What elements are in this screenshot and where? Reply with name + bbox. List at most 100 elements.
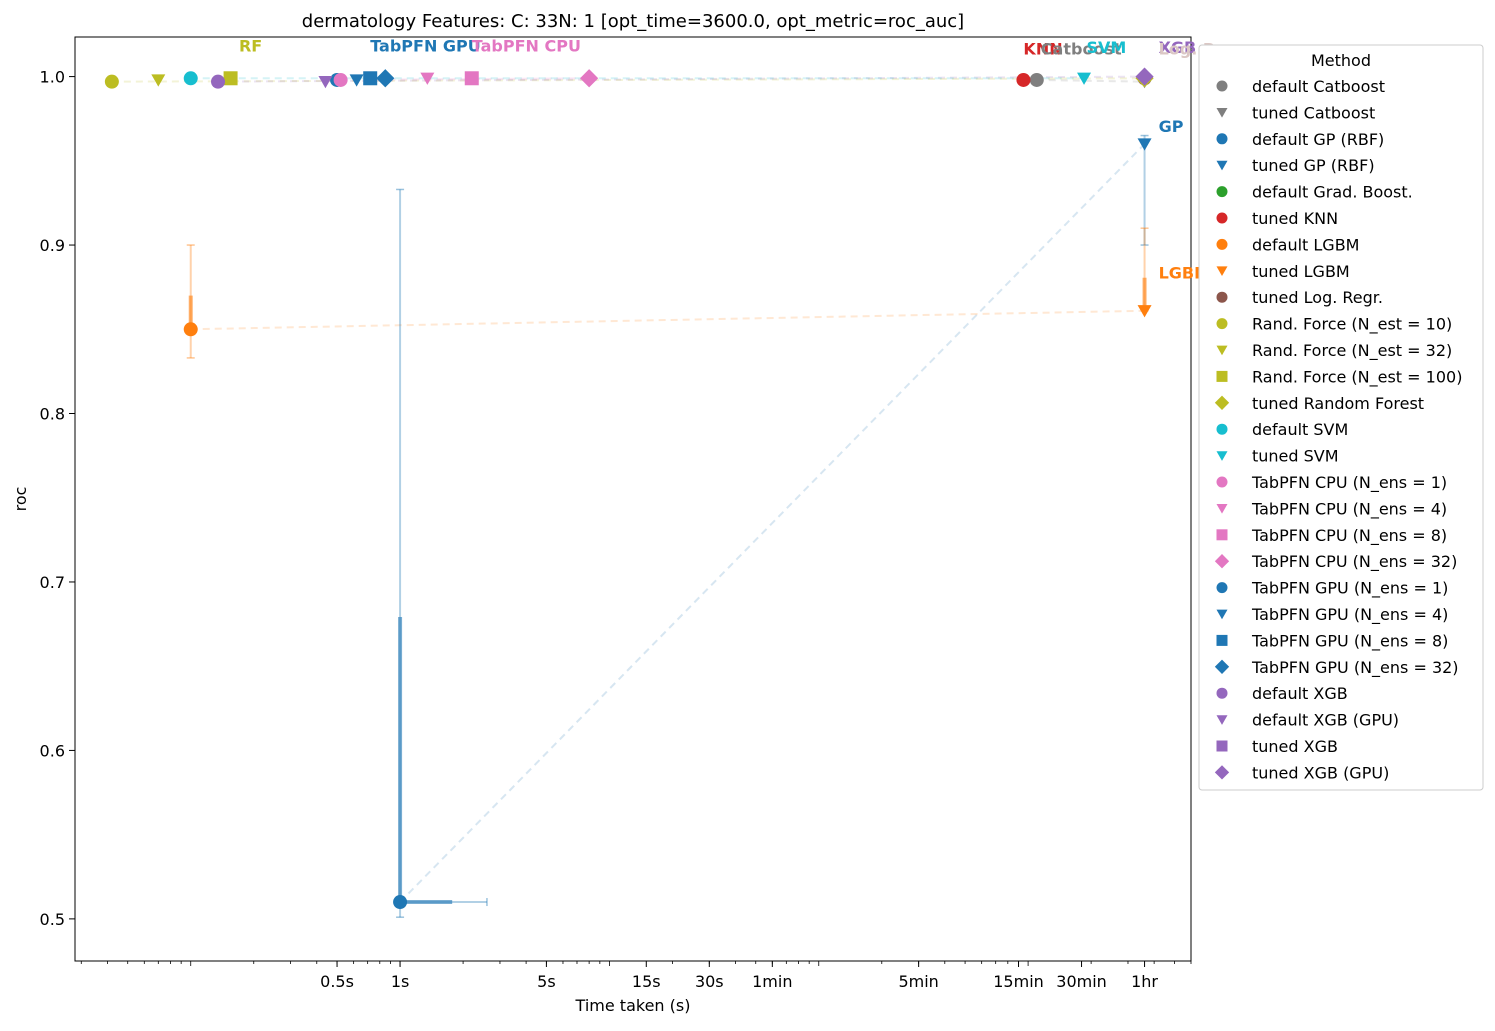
y-tick-label: 0.7 [40, 573, 65, 592]
legend-label-tuned-random-forest: tuned Random Forest [1252, 394, 1424, 413]
legend-marker-tuned-xgb-gpu [1214, 765, 1230, 780]
x-tick-label: 1min [752, 972, 792, 991]
legend-marker-rand-force-n-est-10 [1216, 318, 1228, 330]
data-point-default-catboost [1029, 72, 1044, 87]
legend-label-tuned-catboost: tuned Catboost [1252, 103, 1375, 122]
legend-marker-default-xgb-gpu [1216, 715, 1228, 725]
legend-marker-tabpfn-gpu-n-ens-8 [1216, 634, 1228, 646]
data-point-default-xgb [211, 74, 226, 89]
axis-ticks: 0.5s 1s 5s 15s 30s 1min 5min 15min 30min 1hr 0.5 0.… [40, 68, 1192, 991]
annotation-label: XGB [1159, 38, 1197, 57]
y-tick-label: 0.9 [40, 236, 65, 255]
x-tick-label: 30min [1056, 972, 1107, 991]
x-axis-label: Time taken (s) [575, 996, 691, 1015]
legend: Method default Catboost tuned Catboost def… [1198, 44, 1484, 791]
legend-marker-tuned-log-regr [1216, 291, 1228, 303]
x-tick-label: 5s [537, 972, 556, 991]
legend-box [1198, 44, 1484, 791]
data-point-tabpfn-gpu-n-ens-32 [376, 69, 395, 88]
legend-label-rand-force-n-est-32: Rand. Force (N_est = 32) [1252, 341, 1452, 361]
x-tick-label: 15min [993, 972, 1044, 991]
legend-marker-tabpfn-gpu-n-ens-32 [1214, 659, 1230, 674]
annotation-label: SVM [1086, 38, 1126, 57]
legend-label-tabpfn-gpu-n-ens-1: TabPFN GPU (N_ens = 1) [1251, 579, 1448, 599]
legend-marker-rand-force-n-est-32 [1216, 345, 1228, 356]
y-tick-label: 0.6 [40, 741, 65, 760]
x-tick-label: 1s [391, 972, 410, 991]
annotation-label: GP [1159, 117, 1184, 136]
data-point-tabpfn-gpu-n-ens-8 [363, 71, 378, 86]
data-point-tuned-knn [1016, 72, 1031, 87]
legend-marker-default-gp-rbf [1216, 133, 1228, 145]
data-point-tuned-lgbm [1137, 305, 1152, 318]
legend-marker-default-lgbm [1216, 238, 1228, 250]
legend-title: Method [1311, 51, 1371, 70]
legend-label-tabpfn-gpu-n-ens-4: TabPFN GPU (N_ens = 4) [1251, 605, 1448, 625]
legend-marker-tuned-lgbm [1216, 266, 1228, 277]
data-point-tabpfn-cpu-n-ens-32 [580, 69, 599, 88]
data-point-tabpfn-cpu-n-ens-8 [464, 71, 479, 86]
legend-label-rand-force-n-est-10: Rand. Force (N_est = 10) [1252, 315, 1452, 335]
legend-marker-default-svm [1216, 423, 1228, 435]
legend-label-tabpfn-cpu-n-ens-4: TabPFN CPU (N_ens = 4) [1251, 499, 1447, 519]
connector-line [1036, 78, 1145, 83]
y-tick-label: 0.8 [40, 405, 65, 424]
x-tick-label: 15s [632, 972, 661, 991]
legend-marker-tuned-catboost [1216, 108, 1228, 118]
error-bars [186, 134, 1149, 918]
legend-label-tabpfn-cpu-n-ens-1: TabPFN CPU (N_ens = 1) [1251, 473, 1447, 493]
legend-marker-tabpfn-cpu-n-ens-32 [1214, 554, 1230, 569]
legend-label-default-gp-rbf: default GP (RBF) [1252, 130, 1384, 149]
data-point-tabpfn-gpu-n-ens-1 [393, 895, 408, 910]
data-point-rand-force-n-est-10 [104, 74, 119, 89]
data-point-default-svm [183, 71, 198, 86]
connector-line [218, 75, 1145, 83]
y-tick-label: 1.0 [40, 68, 65, 87]
data-point-tuned-svm [1077, 72, 1092, 85]
connector-line [399, 143, 1146, 903]
data-point-tuned-gp-rbf [1137, 138, 1152, 151]
x-tick-label: 30s [695, 972, 724, 991]
legend-marker-default-xgb [1216, 687, 1228, 699]
data-point-default-xgb-gpu [318, 76, 333, 89]
legend-label-tuned-xgb: tuned XGB [1252, 737, 1338, 756]
y-tick-label: 0.5 [40, 910, 65, 929]
x-tick-label: 1hr [1131, 972, 1158, 991]
data-point-tuned-xgb-gpu [1135, 67, 1154, 86]
legend-label-default-svm: default SVM [1252, 420, 1348, 439]
legend-label-tabpfn-cpu-n-ens-8: TabPFN CPU (N_ens = 8) [1251, 526, 1447, 546]
annotation-label: Catboost [1041, 40, 1122, 59]
data-markers [104, 67, 1154, 910]
legend-marker-tabpfn-gpu-n-ens-4 [1216, 609, 1228, 620]
legend-marker-tuned-knn [1216, 212, 1228, 224]
legend-label-tuned-gp-rbf: tuned GP (RBF) [1252, 156, 1375, 175]
legend-label-tuned-svm: tuned SVM [1252, 447, 1339, 466]
legend-marker-rand-force-n-est-100 [1216, 370, 1228, 382]
annotation-label: KNN [1023, 40, 1062, 59]
legend-marker-tuned-random-forest [1214, 395, 1230, 410]
legend-label-tuned-xgb-gpu: tuned XGB (GPU) [1252, 763, 1389, 782]
annotation-label: TabPFN GPU [370, 36, 481, 55]
legend-label-tabpfn-gpu-n-ens-8: TabPFN GPU (N_ens = 8) [1251, 631, 1448, 651]
legend-marker-default-catboost [1216, 80, 1228, 92]
data-point-default-lgbm [183, 322, 198, 337]
legend-label-default-catboost: default Catboost [1252, 77, 1385, 96]
legend-marker-tuned-gp-rbf [1216, 160, 1228, 171]
annotation-label: RF [239, 36, 262, 55]
legend-label-default-grad-boost: default Grad. Boost. [1252, 183, 1413, 202]
x-tick-label: 5min [898, 972, 938, 991]
plot-area [74, 36, 1192, 962]
data-point-tabpfn-cpu-n-ens-1 [333, 72, 348, 87]
legend-label-tuned-knn: tuned KNN [1252, 209, 1338, 228]
legend-marker-default-grad-boost [1216, 186, 1228, 198]
data-point-tabpfn-gpu-n-ens-4 [349, 74, 364, 87]
annotation-label: TabPFN CPU [472, 36, 581, 55]
legend-marker-tuned-xgb [1216, 740, 1228, 752]
data-point-rand-force-n-est-32 [151, 74, 166, 87]
connector-line [111, 77, 1145, 83]
chart-title: dermatology Features: C: 33N: 1 [opt_tim… [302, 11, 964, 32]
legend-label-default-xgb-gpu: default XGB (GPU) [1252, 711, 1399, 730]
